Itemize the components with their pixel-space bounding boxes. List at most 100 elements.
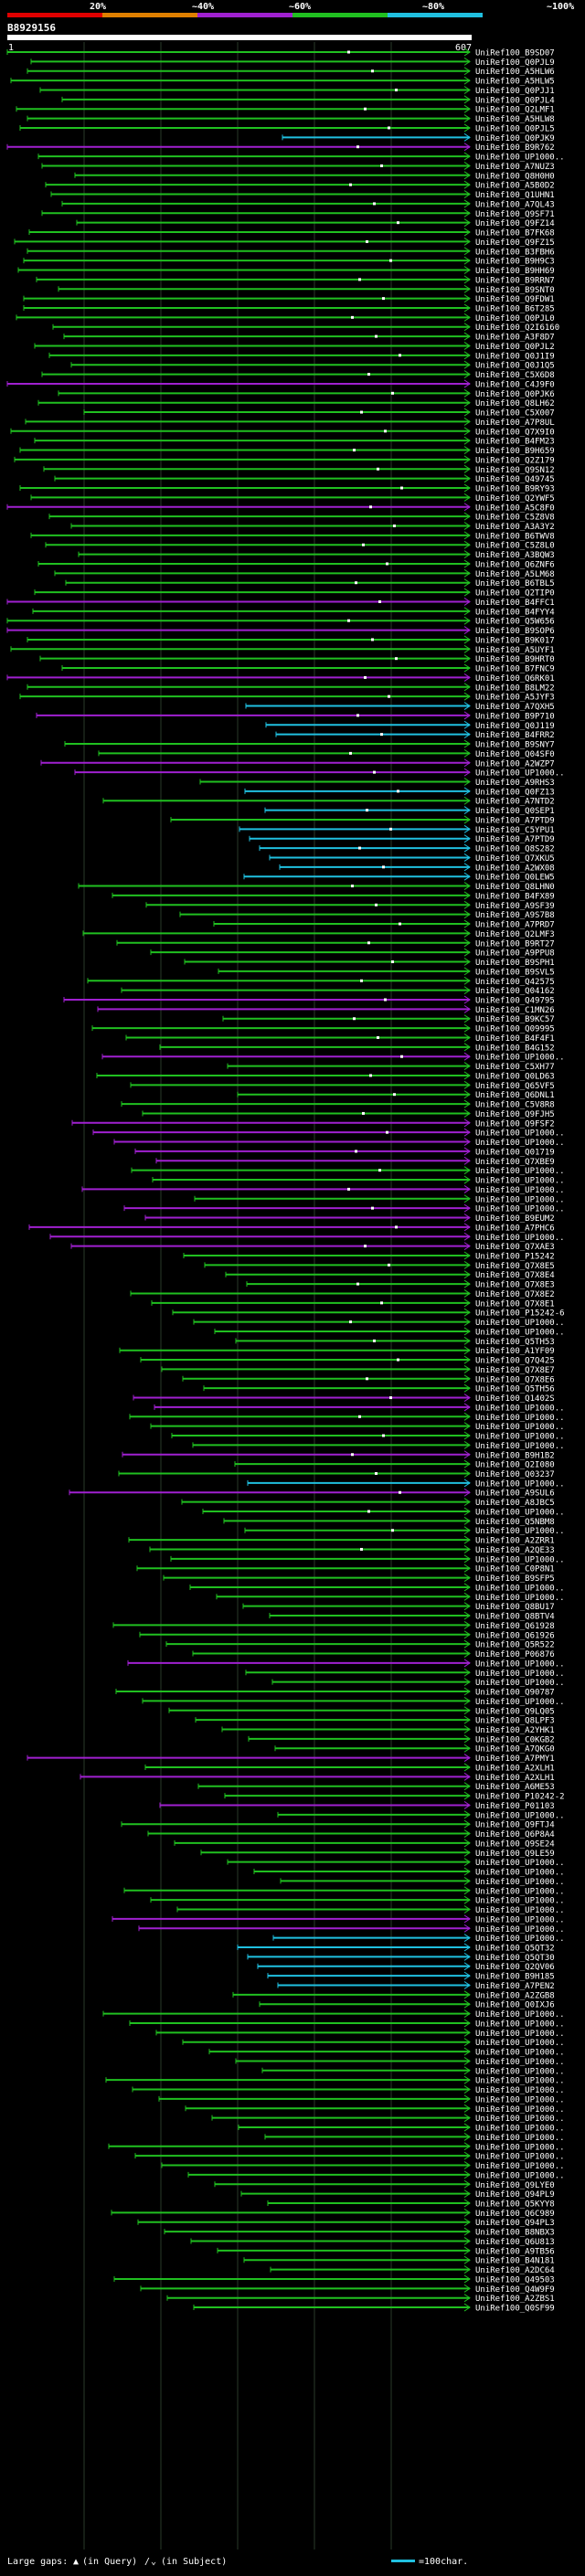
hit-label[interactable]: UniRef100_A9SUL6 — [475, 1489, 555, 1499]
hit-label[interactable]: UniRef100_UP1000.. — [475, 1423, 565, 1432]
hit-label[interactable]: UniRef100_UP1000.. — [475, 1878, 565, 1887]
hit-label[interactable]: UniRef100_A7QKG0 — [475, 1745, 555, 1754]
hit-label[interactable]: UniRef100_Q8BU17 — [475, 1603, 555, 1612]
hit-label[interactable]: UniRef100_Q6C989 — [475, 2210, 555, 2219]
hit-label[interactable]: UniRef100_B4FYY4 — [475, 608, 555, 617]
hit-label[interactable]: UniRef100_B4N181 — [475, 2257, 555, 2266]
hit-label[interactable]: UniRef100_A5HLW5 — [475, 78, 555, 87]
hit-label[interactable]: UniRef100_Q7X8E2 — [475, 1290, 555, 1299]
hit-label[interactable]: UniRef100_Q7XAE3 — [475, 1243, 555, 1252]
hit-label[interactable]: UniRef100_B9H9C3 — [475, 258, 555, 267]
hit-label[interactable]: UniRef100_UP1000.. — [475, 1584, 565, 1593]
hit-label[interactable]: UniRef100_UP1000.. — [475, 1897, 565, 1906]
hit-label[interactable]: UniRef100_UP1000.. — [475, 2115, 565, 2124]
hit-label[interactable]: UniRef100_UP1000.. — [475, 1433, 565, 1442]
hit-label[interactable]: UniRef100_A9S7B8 — [475, 911, 555, 920]
hit-label[interactable]: UniRef100_Q65VF5 — [475, 1082, 555, 1091]
hit-label[interactable]: UniRef100_A9SF39 — [475, 902, 555, 911]
hit-label[interactable]: UniRef100_UP1000.. — [475, 1195, 565, 1204]
hit-label[interactable]: UniRef100_Q6RK01 — [475, 674, 555, 684]
hit-label[interactable]: UniRef100_UP1000.. — [475, 1442, 565, 1451]
hit-label[interactable]: UniRef100_UP1000.. — [475, 2105, 565, 2115]
hit-label[interactable]: UniRef100_Q9LYE0 — [475, 2181, 555, 2190]
hit-label[interactable]: UniRef100_Q0SEP1 — [475, 807, 555, 816]
hit-label[interactable]: UniRef100_C0KGB2 — [475, 1735, 555, 1744]
hit-label[interactable]: UniRef100_Q8LH62 — [475, 399, 555, 408]
hit-label[interactable]: UniRef100_UP1000.. — [475, 2171, 565, 2180]
hit-label[interactable]: UniRef100_B9P710 — [475, 712, 555, 721]
hit-label[interactable]: UniRef100_A7PEN2 — [475, 1982, 555, 1991]
hit-label[interactable]: UniRef100_A5HLW8 — [475, 115, 555, 124]
hit-label[interactable]: UniRef100_A7P8UL — [475, 419, 555, 428]
hit-label[interactable]: UniRef100_Q04SF0 — [475, 750, 555, 759]
hit-label[interactable]: UniRef100_P15242 — [475, 1252, 555, 1261]
hit-label[interactable]: UniRef100_Q0PJK9 — [475, 134, 555, 143]
hit-label[interactable]: UniRef100_P10242-2 — [475, 1793, 565, 1802]
hit-label[interactable]: UniRef100_Q90787 — [475, 1689, 555, 1698]
hit-label[interactable]: UniRef100_Q2QV06 — [475, 1963, 555, 1972]
hit-label[interactable]: UniRef100_UP1000.. — [475, 1167, 565, 1176]
hit-label[interactable]: UniRef100_Q03237 — [475, 1470, 555, 1479]
hit-label[interactable]: UniRef100_Q9FZ15 — [475, 239, 555, 248]
hit-label[interactable]: UniRef100_Q8LPF3 — [475, 1717, 555, 1726]
hit-label[interactable]: UniRef100_B4G152 — [475, 1044, 555, 1053]
hit-label[interactable]: UniRef100_Q7X8E3 — [475, 1281, 555, 1290]
hit-label[interactable]: UniRef100_UP1000.. — [475, 2095, 565, 2104]
hit-label[interactable]: UniRef100_Q0LD63 — [475, 1072, 555, 1081]
hit-label[interactable]: UniRef100_P06876 — [475, 1650, 555, 1659]
hit-label[interactable]: UniRef100_Q7XKU5 — [475, 854, 555, 864]
hit-label[interactable]: UniRef100_B4FFC1 — [475, 599, 555, 608]
hit-label[interactable]: UniRef100_UP1000.. — [475, 1670, 565, 1679]
hit-label[interactable]: UniRef100_UP1000.. — [475, 769, 565, 779]
hit-label[interactable]: UniRef100_B9SPH1 — [475, 959, 555, 968]
hit-label[interactable]: UniRef100_A7QXH5 — [475, 703, 555, 712]
hit-label[interactable]: UniRef100_A7QL43 — [475, 200, 555, 209]
hit-label[interactable]: UniRef100_Q8LHN0 — [475, 883, 555, 892]
hit-label[interactable]: UniRef100_B8LM22 — [475, 684, 555, 693]
hit-label[interactable]: UniRef100_UP1000.. — [475, 1811, 565, 1820]
hit-label[interactable]: UniRef100_C0P8N1 — [475, 1565, 555, 1574]
hit-label[interactable]: UniRef100_B9HH69 — [475, 267, 555, 276]
hit-label[interactable]: UniRef100_UP1000.. — [475, 1404, 565, 1413]
hit-label[interactable]: UniRef100_Q7X8E7 — [475, 1366, 555, 1375]
hit-label[interactable]: UniRef100_Q5QT30 — [475, 1954, 555, 1963]
hit-label[interactable]: UniRef100_A1YF09 — [475, 1347, 555, 1356]
hit-label[interactable]: UniRef100_A2DC64 — [475, 2266, 555, 2275]
hit-label[interactable]: UniRef100_A7PHC6 — [475, 1224, 555, 1233]
hit-label[interactable]: UniRef100_UP1000.. — [475, 1186, 565, 1195]
hit-label[interactable]: UniRef100_A7PTD9 — [475, 835, 555, 844]
hit-label[interactable]: UniRef100_Q0PJJ1 — [475, 87, 555, 96]
hit-label[interactable]: UniRef100_B9EUM2 — [475, 1214, 555, 1224]
hit-label[interactable]: UniRef100_UP1000.. — [475, 1527, 565, 1536]
hit-label[interactable]: UniRef100_Q0PJL2 — [475, 343, 555, 352]
hit-label[interactable]: UniRef100_UP1000.. — [475, 2077, 565, 2086]
hit-label[interactable]: UniRef100_Q0IXJ6 — [475, 2001, 555, 2010]
hit-label[interactable]: UniRef100_B6TBL5 — [475, 579, 555, 588]
hit-label[interactable]: UniRef100_UP1000.. — [475, 1555, 565, 1564]
hit-label[interactable]: UniRef100_B4FX89 — [475, 892, 555, 901]
hit-label[interactable]: UniRef100_UP1000.. — [475, 1139, 565, 1148]
hit-label[interactable]: UniRef100_B9RRN7 — [475, 276, 555, 285]
hit-label[interactable]: UniRef100_UP1000.. — [475, 1887, 565, 1896]
hit-label[interactable]: UniRef100_C5Z8V8 — [475, 514, 555, 523]
hit-label[interactable]: UniRef100_C5V8R8 — [475, 1101, 555, 1110]
hit-label[interactable]: UniRef100_Q09995 — [475, 1025, 555, 1034]
hit-label[interactable]: UniRef100_Q8BTV4 — [475, 1613, 555, 1622]
hit-label[interactable]: UniRef100_Q8H0H0 — [475, 172, 555, 181]
hit-label[interactable]: UniRef100_Q9FZ14 — [475, 219, 555, 228]
hit-label[interactable]: UniRef100_Q7Q425 — [475, 1357, 555, 1366]
hit-label[interactable]: UniRef100_A2XLH1 — [475, 1764, 555, 1773]
hit-label[interactable]: UniRef100_Q0J1I9 — [475, 352, 555, 361]
hit-label[interactable]: UniRef100_A9PPU8 — [475, 949, 555, 959]
hit-label[interactable]: UniRef100_B9KC57 — [475, 1015, 555, 1024]
hit-label[interactable]: UniRef100_UP1000.. — [475, 154, 565, 163]
hit-label[interactable]: UniRef100_UP1000.. — [475, 1414, 565, 1423]
hit-label[interactable]: UniRef100_Q7X8E5 — [475, 1262, 555, 1271]
hit-label[interactable]: UniRef100_UP1000.. — [475, 2049, 565, 2058]
hit-label[interactable]: UniRef100_UP1000.. — [475, 1234, 565, 1243]
hit-label[interactable]: UniRef100_C5Z8L0 — [475, 542, 555, 551]
hit-label[interactable]: UniRef100_B7FK68 — [475, 229, 555, 239]
hit-label[interactable]: UniRef100_Q9FTJ4 — [475, 1821, 555, 1830]
hit-label[interactable]: UniRef100_Q49503 — [475, 2275, 555, 2284]
hit-label[interactable]: UniRef100_Q2YWF5 — [475, 494, 555, 504]
